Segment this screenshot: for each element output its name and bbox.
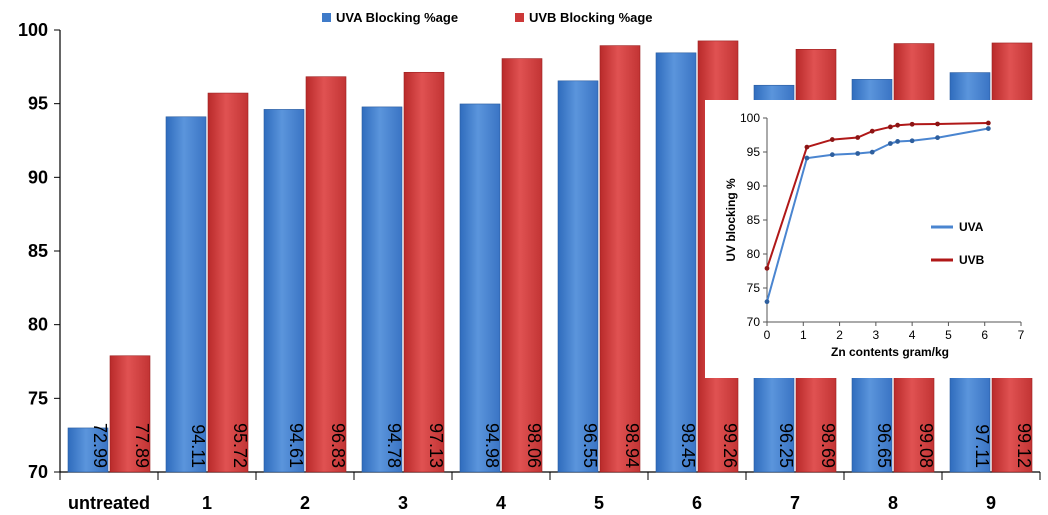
uva-bar bbox=[263, 109, 305, 473]
inset-uvb-point bbox=[855, 135, 861, 140]
inset-x-tick-label: 0 bbox=[764, 328, 771, 342]
bar-value-label: 98.94 bbox=[622, 423, 642, 468]
inset-x-axis-title: Zn contents gram/kg bbox=[831, 345, 949, 359]
inset-uva-point bbox=[895, 139, 901, 144]
inset-uvb-line bbox=[766, 122, 989, 269]
inset-uva-point bbox=[829, 152, 835, 158]
inset-x-tick-label: 4 bbox=[909, 328, 916, 342]
inset-y-axis-title: UV blocking % bbox=[724, 178, 738, 262]
legend-uva-swatch bbox=[322, 13, 331, 22]
uvb-bar bbox=[501, 58, 543, 473]
inset-y-tick-label: 75 bbox=[747, 281, 761, 295]
bar-value-label: 97.11 bbox=[972, 424, 992, 468]
uva-bar bbox=[361, 106, 403, 473]
inset-y-tick-label: 100 bbox=[740, 111, 760, 125]
inset-uva-point bbox=[909, 138, 915, 144]
bar-value-label: 98.45 bbox=[678, 423, 698, 468]
bar-value-label: 99.08 bbox=[916, 423, 936, 468]
bar-value-label: 72.99 bbox=[90, 423, 110, 468]
uva-bar bbox=[557, 80, 599, 473]
legend-uva-label: UVA Blocking %age bbox=[336, 10, 458, 25]
y-tick-label: 85 bbox=[28, 241, 48, 261]
bar-value-label: 94.61 bbox=[286, 423, 306, 468]
legend-uvb-label: UVB Blocking %age bbox=[529, 10, 653, 25]
inset-uvb-point bbox=[869, 128, 875, 134]
y-tick-label: 80 bbox=[28, 315, 48, 335]
inset-line-chart: 70 75 80 85 90 95 100 0 1 2 3 4 5 6 7 Zn contents gram/… bbox=[705, 100, 1048, 378]
x-tick-label: untreated bbox=[68, 493, 150, 513]
uvb-bar bbox=[207, 92, 249, 473]
inset-chart-svg: 70 75 80 85 90 95 100 0 1 2 3 4 5 6 7 Zn contents gram/… bbox=[724, 111, 1025, 359]
inset-x-tick-label: 3 bbox=[873, 328, 880, 342]
x-tick-label: 1 bbox=[202, 493, 212, 513]
bar-value-label: 94.78 bbox=[384, 423, 404, 468]
inset-x-tick-label: 1 bbox=[800, 328, 807, 342]
inset-uvb-point bbox=[829, 137, 835, 142]
inset-uva-point bbox=[935, 135, 940, 141]
uva-bar bbox=[655, 52, 697, 473]
x-tick-label: 2 bbox=[300, 493, 310, 513]
bar-value-label: 77.89 bbox=[132, 423, 152, 468]
inset-uva-point bbox=[855, 151, 861, 156]
x-tick-label: 6 bbox=[692, 493, 702, 513]
y-tick-label: 75 bbox=[28, 388, 48, 408]
bar-value-label: 97.13 bbox=[426, 423, 446, 468]
inset-y-tick-label: 90 bbox=[747, 179, 761, 193]
uva-bar bbox=[67, 427, 109, 473]
x-tick-label: 9 bbox=[986, 493, 996, 513]
inset-y-tick-label: 80 bbox=[747, 247, 761, 261]
inset-x-tick-label: 6 bbox=[981, 328, 988, 342]
inset-uva-point bbox=[887, 141, 893, 146]
x-tick-label: 8 bbox=[888, 493, 898, 513]
inset-uva-line bbox=[766, 127, 989, 302]
bar-value-label: 96.55 bbox=[580, 423, 600, 468]
inset-x-tick-label: 7 bbox=[1018, 328, 1025, 342]
y-tick-label: 100 bbox=[18, 20, 48, 40]
x-tick-label: 5 bbox=[594, 493, 604, 513]
uvb-bar bbox=[109, 355, 151, 473]
x-tick-label: 7 bbox=[790, 493, 800, 513]
uvb-bar bbox=[305, 76, 347, 473]
inset-uvb-point bbox=[985, 120, 991, 126]
x-tick-label: 3 bbox=[398, 493, 408, 513]
uva-bar bbox=[165, 116, 207, 473]
inset-uva-point bbox=[804, 155, 810, 161]
bar-value-label: 95.72 bbox=[230, 423, 250, 468]
bar-value-label: 96.25 bbox=[776, 423, 796, 468]
inset-x-tick-label: 5 bbox=[945, 328, 952, 342]
uva-bar bbox=[459, 103, 501, 473]
inset-y-tick-label: 85 bbox=[747, 213, 761, 227]
y-tick-label: 90 bbox=[28, 167, 48, 187]
inset-uva-point bbox=[764, 299, 770, 305]
y-tick-label: 70 bbox=[28, 462, 48, 482]
bar-value-label: 99.12 bbox=[1014, 423, 1034, 468]
bar-value-label: 96.83 bbox=[328, 423, 348, 468]
inset-uva-point bbox=[869, 149, 875, 155]
inset-x-tick-label: 2 bbox=[836, 328, 843, 342]
inset-y-tick-label: 95 bbox=[747, 145, 761, 159]
uvb-bar bbox=[403, 71, 445, 473]
inset-uvb-point bbox=[804, 144, 810, 150]
inset-uvb-point bbox=[887, 124, 893, 130]
inset-uva-point bbox=[985, 126, 991, 131]
bar-value-label: 99.26 bbox=[720, 423, 740, 468]
chart-legend: UVA Blocking %age UVB Blocking %age bbox=[322, 10, 653, 25]
x-tick-label: 4 bbox=[496, 493, 506, 513]
inset-legend-uvb-label: UVB bbox=[959, 253, 985, 267]
bar-value-label: 94.98 bbox=[482, 423, 502, 468]
inset-uvb-point bbox=[909, 121, 915, 127]
inset-uvb-point bbox=[935, 121, 940, 127]
y-tick-label: 95 bbox=[28, 94, 48, 114]
inset-uvb-point bbox=[895, 122, 901, 128]
bar-value-label: 96.65 bbox=[874, 423, 894, 468]
legend-uvb-swatch bbox=[515, 13, 524, 22]
inset-legend-uva-label: UVA bbox=[959, 220, 984, 234]
bar-value-label: 98.69 bbox=[818, 423, 838, 468]
inset-y-tick-label: 70 bbox=[747, 315, 761, 329]
bar-value-label: 98.06 bbox=[524, 423, 544, 468]
inset-uvb-point bbox=[764, 265, 770, 271]
uvb-bar bbox=[599, 45, 641, 473]
bar-value-label: 94.11 bbox=[188, 424, 208, 468]
